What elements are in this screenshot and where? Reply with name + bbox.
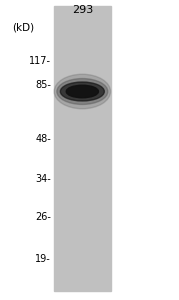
Text: 19-: 19- [35,254,51,265]
Text: 117-: 117- [29,56,51,67]
Ellipse shape [57,79,108,104]
Text: 293: 293 [72,5,93,15]
Text: 26-: 26- [35,212,51,223]
Text: 48-: 48- [35,134,51,145]
Text: 85-: 85- [35,80,51,91]
Text: (kD): (kD) [12,22,34,32]
Ellipse shape [54,74,111,109]
Ellipse shape [60,82,104,101]
Ellipse shape [66,85,98,98]
Text: 34-: 34- [35,173,51,184]
FancyBboxPatch shape [54,6,111,291]
